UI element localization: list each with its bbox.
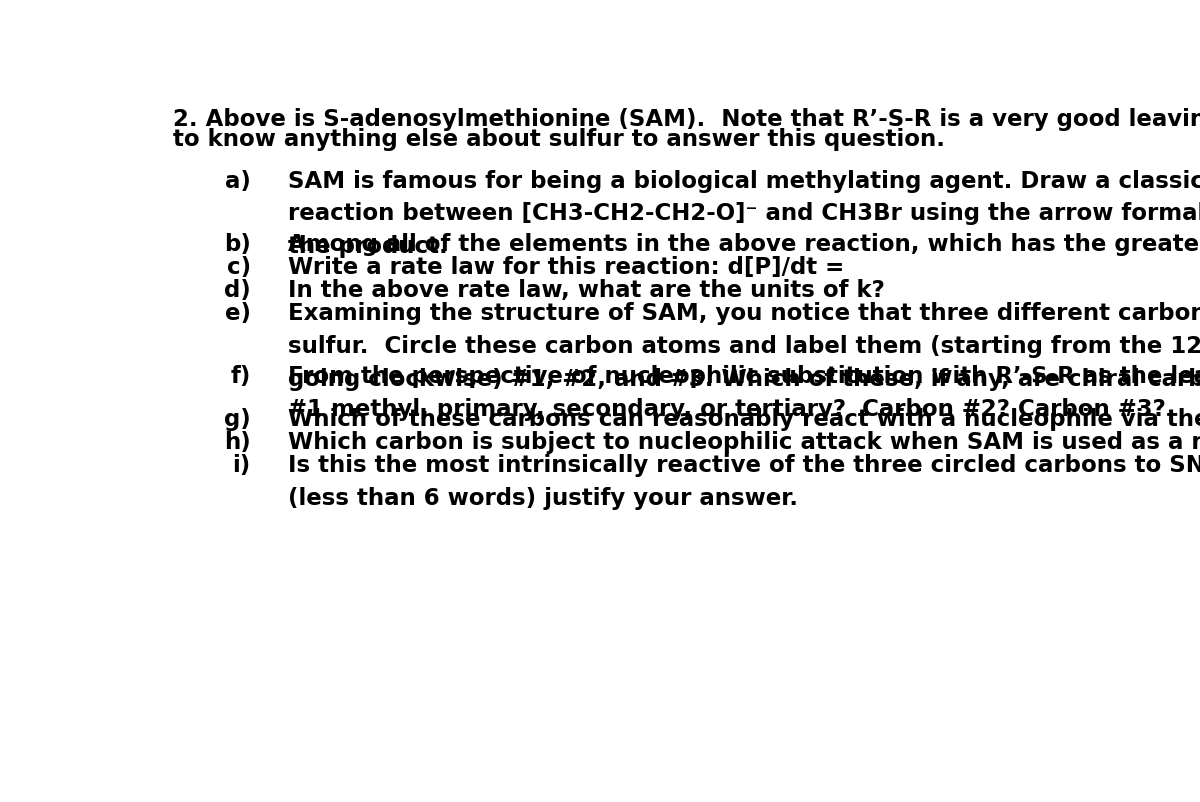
Text: i): i) <box>233 454 251 477</box>
Text: Which carbon is subject to nucleophilic attack when SAM is used as a methylating: Which carbon is subject to nucleophilic … <box>288 431 1200 454</box>
Text: From the perspective of nucleophilic substitution with R’-S-R as the leaving gro: From the perspective of nucleophilic sub… <box>288 365 1200 420</box>
Text: Is this the most intrinsically reactive of the three circled carbons to SN2 subs: Is this the most intrinsically reactive … <box>288 454 1200 510</box>
Text: g): g) <box>224 407 251 431</box>
Text: h): h) <box>224 431 251 454</box>
Text: to know anything else about sulfur to answer this question.: to know anything else about sulfur to an… <box>173 128 946 151</box>
Text: a): a) <box>224 169 251 192</box>
Text: f): f) <box>230 365 251 387</box>
Text: c): c) <box>227 255 251 278</box>
Text: b): b) <box>224 233 251 255</box>
Text: In the above rate law, what are the units of k?: In the above rate law, what are the unit… <box>288 278 884 302</box>
Text: SAM is famous for being a biological methylating agent. Draw a classical organic: SAM is famous for being a biological met… <box>288 169 1200 258</box>
Text: 2. Above is S-adenosylmethionine (SAM).  Note that R’-S-R is a very good leaving: 2. Above is S-adenosylmethionine (SAM). … <box>173 107 1200 131</box>
Text: Among all of the elements in the above reaction, which has the greatest electron: Among all of the elements in the above r… <box>288 233 1200 255</box>
Text: Which of these carbons can reasonably react with a nucleophile via the SN2 mecha: Which of these carbons can reasonably re… <box>288 407 1200 431</box>
Text: d): d) <box>224 278 251 302</box>
Text: Examining the structure of SAM, you notice that three different carbon atoms are: Examining the structure of SAM, you noti… <box>288 302 1200 391</box>
Text: Write a rate law for this reaction: d[P]/dt =: Write a rate law for this reaction: d[P]… <box>288 255 845 278</box>
Text: e): e) <box>224 302 251 325</box>
